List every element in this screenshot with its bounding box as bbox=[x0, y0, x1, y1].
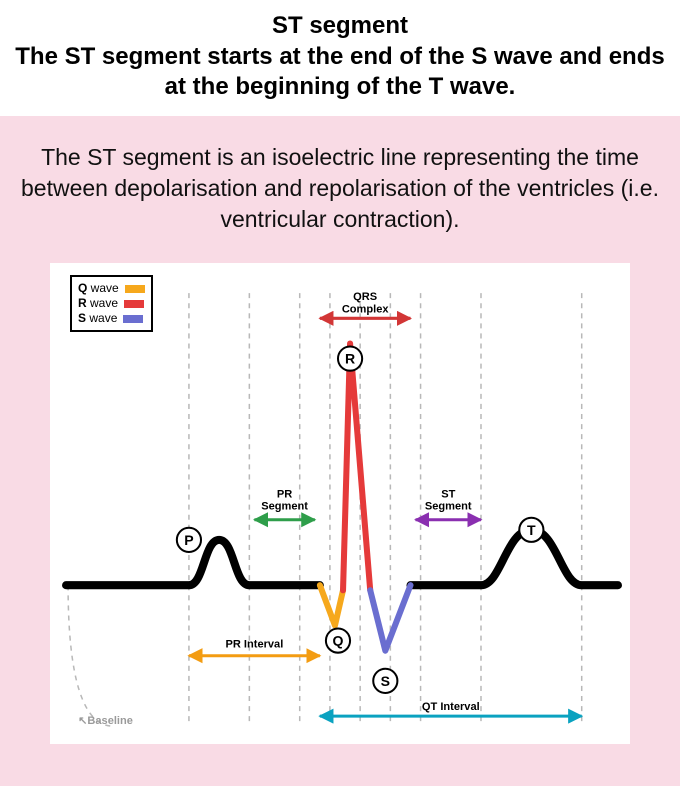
legend-swatch bbox=[123, 315, 143, 323]
ecg-diagram: ↖BaselineQRSComplexPRSegmentSTSegmentPR … bbox=[58, 273, 622, 736]
baseline-label: ↖Baseline bbox=[78, 715, 133, 727]
pr-seg-label: Segment bbox=[261, 501, 308, 513]
ecg-chart-panel: Q waveR waveS wave ↖BaselineQRSComplexPR… bbox=[50, 263, 630, 744]
pr-seg-label: PR bbox=[277, 489, 292, 501]
wave-label-P: P bbox=[184, 532, 193, 548]
r-wave bbox=[343, 344, 370, 591]
header-title: ST segment bbox=[8, 12, 672, 40]
qt-interval-label: QT Interval bbox=[422, 701, 480, 713]
pr-interval-label: PR Interval bbox=[225, 639, 283, 651]
header-subtitle: The ST segment starts at the end of the … bbox=[8, 42, 672, 102]
baseline-guide bbox=[68, 585, 113, 726]
legend-row: Q wave bbox=[78, 281, 145, 296]
wave-label-Q: Q bbox=[333, 633, 344, 649]
legend-label: S wave bbox=[78, 311, 117, 326]
wave-label-R: R bbox=[345, 351, 355, 367]
wave-label-S: S bbox=[381, 673, 390, 689]
legend-swatch bbox=[124, 300, 144, 308]
description-text: The ST segment is an isoelectric line re… bbox=[0, 116, 680, 245]
qrs-label: Complex bbox=[342, 303, 390, 315]
wave-label-T: T bbox=[527, 522, 536, 538]
qrs-label: QRS bbox=[353, 291, 377, 303]
legend-label: R wave bbox=[78, 296, 118, 311]
q-wave bbox=[320, 585, 343, 625]
st-seg-label: ST bbox=[441, 489, 455, 501]
legend-label: Q wave bbox=[78, 281, 119, 296]
legend-row: R wave bbox=[78, 296, 145, 311]
baseline-t-segment bbox=[410, 530, 617, 585]
st-seg-label: Segment bbox=[425, 501, 472, 513]
wave-legend: Q waveR waveS wave bbox=[70, 275, 153, 332]
header-box: ST segment The ST segment starts at the … bbox=[0, 0, 680, 116]
legend-row: S wave bbox=[78, 311, 145, 326]
legend-swatch bbox=[125, 285, 145, 293]
